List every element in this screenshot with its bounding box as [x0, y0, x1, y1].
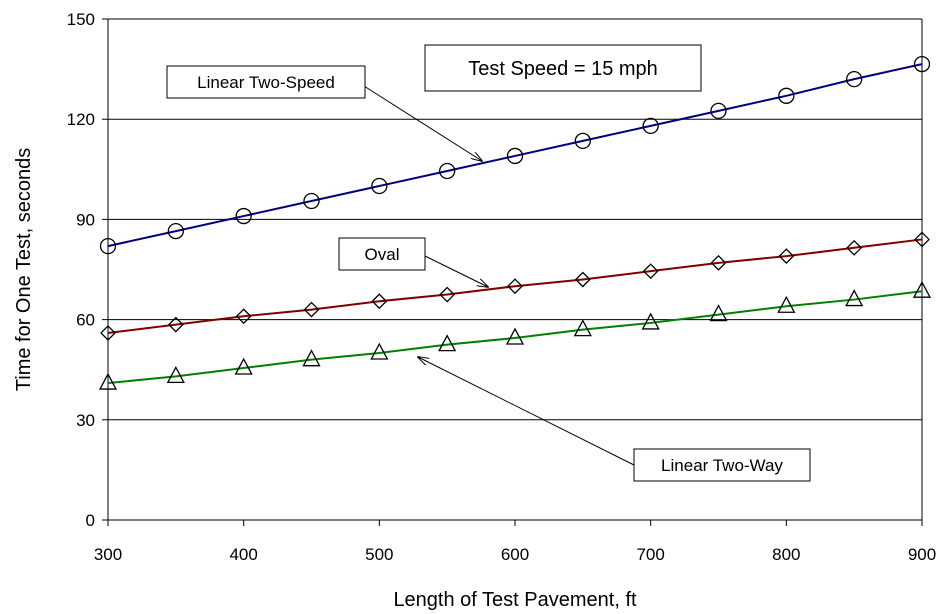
- data-point: [777, 295, 796, 313]
- x-tick-label: 800: [772, 545, 800, 564]
- data-point: [710, 254, 727, 271]
- oval-callout: Oval: [338, 237, 488, 287]
- data-point: [505, 327, 525, 345]
- data-point: [166, 365, 185, 384]
- data-point: [914, 231, 930, 248]
- data-point: [99, 237, 117, 255]
- series-line: [107, 63, 923, 248]
- x-tick-label: 900: [908, 545, 936, 564]
- data-point: [642, 263, 659, 280]
- linear-two-way-callout: Linear Two-Way: [418, 357, 811, 482]
- data-point: [438, 334, 457, 352]
- x-axis-title: Length of Test Pavement, ft: [393, 589, 637, 611]
- series-line: [107, 238, 923, 334]
- data-point: [778, 87, 795, 104]
- data-point: [235, 207, 252, 225]
- data-point: [167, 316, 184, 333]
- y-tick-label: 150: [67, 10, 95, 29]
- series-line: [107, 290, 923, 385]
- data-point: [846, 239, 863, 256]
- data-point: [574, 132, 591, 150]
- data-point: [371, 177, 388, 195]
- series-linear-two-speed: [99, 55, 931, 255]
- data-point: [371, 293, 388, 310]
- data-point: [506, 147, 524, 165]
- data-point: [574, 271, 591, 288]
- data-point: [235, 308, 252, 325]
- data-point: [100, 325, 116, 341]
- x-tick-label: 600: [501, 545, 529, 564]
- gridlines: [108, 18, 922, 421]
- oval-label: Oval: [365, 245, 400, 264]
- series-layer: [98, 55, 932, 390]
- y-tick-label: 90: [76, 210, 95, 229]
- data-point: [167, 222, 184, 240]
- data-point: [302, 349, 321, 367]
- data-point: [573, 319, 592, 337]
- x-tick-label: 300: [94, 545, 122, 564]
- data-point: [846, 70, 863, 88]
- y-tick-label: 30: [76, 411, 95, 430]
- data-point: [303, 301, 320, 318]
- y-tick-label: 120: [67, 110, 95, 129]
- data-point: [642, 117, 659, 135]
- x-tick-label: 400: [229, 545, 257, 564]
- linear-two-speed-callout: Linear Two-Speed: [166, 65, 482, 161]
- test-speed-callout: Test Speed = 15 mph: [424, 44, 702, 92]
- series-oval: [100, 231, 930, 341]
- data-point: [507, 278, 523, 295]
- plot-area: [108, 19, 922, 520]
- data-point: [303, 192, 320, 210]
- y-tick-label: 0: [86, 511, 95, 530]
- data-point: [912, 280, 932, 298]
- data-point: [439, 286, 456, 303]
- data-point: [710, 102, 727, 119]
- data-point: [98, 372, 118, 390]
- linear-two-way-label: Linear Two-Way: [661, 456, 783, 475]
- y-axis-title: Time for One Test, seconds: [13, 148, 35, 391]
- linear-two-speed-label: Linear Two-Speed: [197, 73, 335, 92]
- x-tick-label: 700: [636, 545, 664, 564]
- data-point: [439, 162, 456, 180]
- data-point: [913, 55, 931, 73]
- x-axis-ticks: 300 400 500 600 700 800 900: [94, 520, 936, 564]
- series-linear-two-way: [98, 280, 932, 390]
- data-point: [234, 357, 253, 375]
- data-point: [845, 289, 864, 307]
- y-axis-ticks: 0 30 60 90 120 150: [67, 10, 108, 530]
- y-tick-label: 60: [76, 311, 95, 330]
- x-tick-label: 500: [365, 545, 393, 564]
- data-point: [641, 312, 660, 330]
- data-point: [778, 248, 795, 265]
- data-point: [709, 304, 728, 322]
- test-speed-text: Test Speed = 15 mph: [468, 58, 658, 80]
- data-point: [370, 342, 389, 360]
